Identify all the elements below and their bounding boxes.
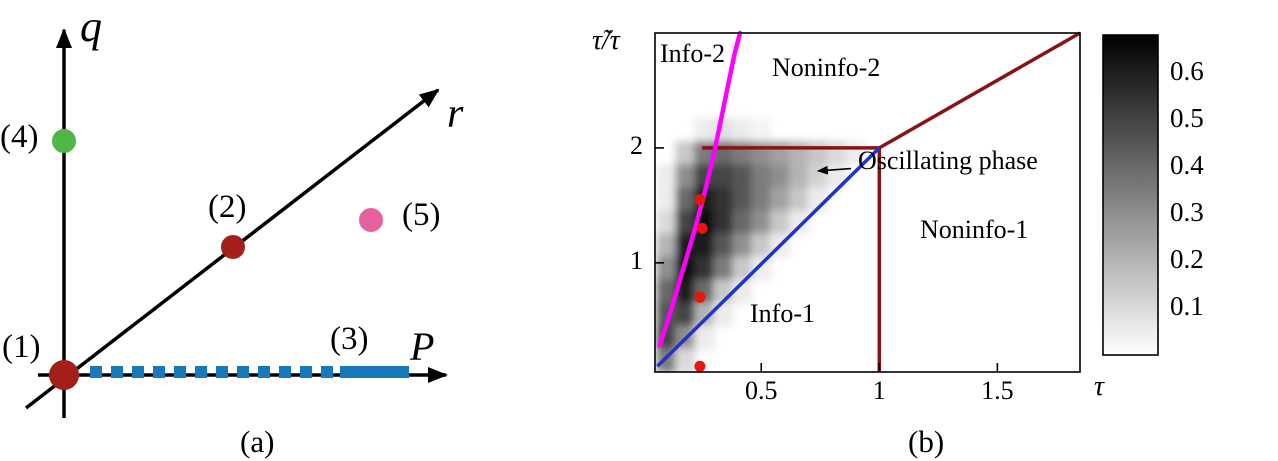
point-label-5: (5) [402,197,441,233]
region-label-info-1: Info-1 [750,299,815,328]
red-sample-point-3 [694,360,706,372]
marker-point-(2) [221,235,245,259]
point-label-3: (3) [330,321,369,357]
region-label-oscillating-phase: Oscillating phase [858,146,1038,175]
colorbar-tick-0.2: 0.2 [1170,243,1204,274]
region-label-noninfo-1: Noninfo-1 [920,215,1029,244]
x-tick-label-0.5: 0.5 [745,376,778,405]
colorbar-tick-0.6: 0.6 [1170,55,1204,86]
region-label-noninfo-2: Noninfo-2 [772,53,881,82]
red-sample-point-0 [694,194,706,206]
colorbar-tick-0.3: 0.3 [1170,196,1204,227]
red-sample-point-2 [694,291,706,303]
region-label-info-2: Info-2 [660,39,725,68]
panel-a-axes [24,28,448,418]
x-tick-label-1.5: 1.5 [981,376,1014,405]
r-axis-label: r [447,91,464,137]
point-label-1: (1) [2,329,41,365]
marker-point-(4) [52,129,76,153]
point-label-4: (4) [0,119,39,155]
magenta-stability-curve [657,30,743,348]
caption-a: (a) [240,424,275,459]
x-axis-title: τ [1094,371,1105,402]
p-axis-label: P [410,324,435,369]
colorbar-tick-0.5: 0.5 [1170,102,1204,133]
marker-point-(1) [49,360,79,390]
red-sample-point-1 [696,222,708,234]
oscillating-phase-arrow [816,165,852,175]
point-label-2: (2) [208,189,247,225]
x-tick-label-1: 1 [872,376,886,405]
y-tick-label-1: 1 [630,245,643,275]
y-tick-label-2: 2 [630,130,643,160]
phase-boundary-blue-line [656,146,881,368]
panel-a-points [49,129,383,390]
plot-frame [654,32,1081,373]
y-axis-title: τ̃/τ [592,25,620,56]
colorbar-tick-0.4: 0.4 [1170,149,1204,180]
marker-point-(5) [359,208,383,232]
colorbar [1102,34,1159,356]
q-axis-label: q [80,2,102,51]
panel-b-phase-diagram [654,30,1159,373]
colorbar-tick-0.1: 0.1 [1170,290,1204,321]
phase-boundary-red-2 [878,31,1081,150]
caption-b: (b) [908,424,945,459]
